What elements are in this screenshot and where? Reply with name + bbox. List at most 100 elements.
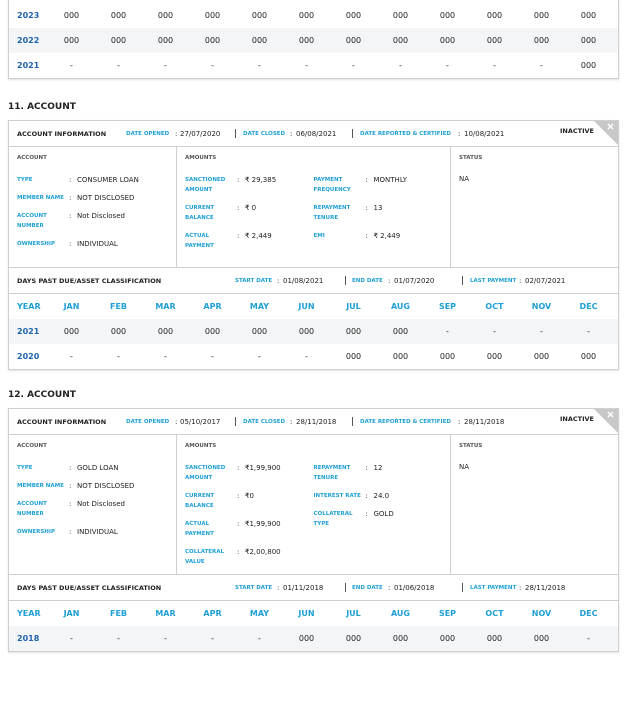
separator — [352, 417, 353, 426]
dpd-cell: 000 — [204, 11, 221, 20]
month: JUL — [346, 609, 361, 618]
dpd-cell: 000 — [251, 327, 268, 336]
amounts-left: SANCTIONED AMOUNT ₹ 29,385 CURRENT BALANCE… — [185, 175, 314, 259]
label: DATE OPENED — [126, 131, 170, 137]
dpd-cell: 000 — [298, 327, 315, 336]
label: START DATE — [235, 278, 273, 284]
dpd-cell: 000 — [345, 352, 362, 361]
colon — [69, 463, 77, 473]
account-heading: 11. ACCOUNT — [8, 102, 76, 112]
colon — [237, 491, 245, 501]
info-title: ACCOUNT INFORMATION — [17, 130, 107, 138]
colon — [69, 211, 77, 221]
colon — [366, 463, 374, 473]
field: COLLATERAL VALUE ₹2,00,800 — [185, 547, 314, 567]
dpd-cell: - — [540, 61, 543, 70]
year: 2020 — [17, 352, 40, 361]
month: AUG — [390, 302, 410, 311]
amounts-left: SANCTIONED AMOUNT ₹1,99,900 CURRENT BALANC… — [185, 463, 314, 575]
month: JAN — [63, 302, 80, 311]
month: SEP — [438, 302, 457, 311]
dpd-cell: 000 — [533, 11, 550, 20]
account-heading: 12. ACCOUNT — [8, 390, 76, 400]
dpd-cell: 000 — [392, 634, 409, 643]
field-label: COLLATERAL VALUE — [185, 549, 225, 565]
status-column: STATUS NA — [451, 147, 618, 267]
field-label: ACTUAL PAYMENT — [185, 521, 214, 537]
year-header: YEAR — [17, 302, 41, 311]
dpd-cell: - — [164, 61, 167, 70]
field-label: CURRENT BALANCE — [185, 205, 215, 221]
field: SANCTIONED AMOUNT ₹ 29,385 — [185, 175, 314, 195]
info-header: ACCOUNT INFORMATION DATE OPENED 05/10/2017… — [9, 409, 618, 435]
month: JUN — [298, 609, 315, 618]
dpd-cell: 000 — [298, 36, 315, 45]
dpd-cell: - — [117, 634, 120, 643]
status-value: NA — [459, 463, 470, 471]
month: DEC — [579, 609, 598, 618]
dpd-cell: - — [446, 61, 449, 70]
column-title: ACCOUNT — [17, 155, 47, 161]
dpd-cell: - — [540, 327, 543, 336]
colon — [237, 519, 245, 529]
month: OCT — [485, 302, 504, 311]
close-corner[interactable] — [594, 121, 618, 145]
field-value: INDIVIDUAL — [77, 528, 118, 536]
dpd-header: DAYS PAST DUE/ASSET CLASSIFICATION START … — [9, 268, 618, 294]
field: ACTUAL PAYMENT ₹ 2,449 — [185, 231, 314, 251]
account-column: ACCOUNT TYPE CONSUMER LOAN MEMBER NAME NOT D… — [9, 147, 177, 267]
field-label: ACCOUNT NUMBER — [17, 213, 47, 229]
field-value: ₹2,00,800 — [245, 548, 281, 556]
separator — [352, 129, 353, 138]
value: 02/07/2021 — [525, 277, 566, 285]
dpd-cell: - — [70, 352, 73, 361]
field: MEMBER NAME NOT DISCLOSED — [17, 481, 168, 491]
label: DATE REPORTED & CERTIFIED — [360, 419, 451, 425]
dpd-cell: 000 — [486, 634, 503, 643]
colon — [237, 231, 245, 241]
status-value: NA — [459, 175, 470, 183]
label: LAST PAYMENT — [470, 278, 517, 284]
field: REPAYMENT TENURE 12 — [314, 463, 443, 483]
amounts-right: PAYMENT FREQUENCY MONTHLY REPAYMENT TENURE… — [314, 175, 443, 259]
month: JAN — [63, 609, 80, 618]
field-value: ₹1,99,900 — [245, 520, 281, 528]
field-label: OWNERSHIP — [17, 529, 55, 535]
close-corner[interactable] — [594, 409, 618, 433]
dpd-cell: 000 — [580, 11, 597, 20]
value: 05/10/2017 — [180, 418, 221, 426]
dpd-cell: 000 — [345, 11, 362, 20]
column-title: AMOUNTS — [185, 443, 217, 449]
dpd-cell: 000 — [392, 327, 409, 336]
dpd-cell: 000 — [110, 11, 127, 20]
field-label: EMI — [313, 233, 325, 239]
dpd-cell: 000 — [63, 11, 80, 20]
label: DATE OPENED — [126, 419, 170, 425]
field-label: MEMBER NAME — [17, 483, 64, 489]
label: DATE CLOSED — [243, 131, 286, 137]
dpd-cell: - — [352, 61, 355, 70]
field: OWNERSHIP INDIVIDUAL — [17, 527, 168, 537]
field: MEMBER NAME NOT DISCLOSED — [17, 193, 168, 203]
dpd-cell: 000 — [392, 11, 409, 20]
dpd-cell: 000 — [439, 634, 456, 643]
month: DEC — [579, 302, 598, 311]
field: CURRENT BALANCE ₹ 0 — [185, 203, 314, 223]
dpd-cell: - — [587, 634, 590, 643]
month: MAY — [249, 302, 270, 311]
dpd-row: 2021 - - - - - - - - - - - 000 — [9, 53, 618, 78]
field-label: MEMBER NAME — [17, 195, 64, 201]
field: CURRENT BALANCE ₹0 — [185, 491, 314, 511]
month: AUG — [390, 609, 410, 618]
amounts-column: AMOUNTS SANCTIONED AMOUNT ₹ 29,385 CURRENT … — [177, 147, 451, 267]
field-label: SANCTIONED AMOUNT — [185, 177, 226, 193]
colon — [237, 175, 245, 185]
account-column: ACCOUNT TYPE GOLD LOAN MEMBER NAME NOT DISCL… — [9, 435, 177, 574]
field: ACCOUNT NUMBER Not Disclosed — [17, 499, 168, 519]
dpd-row: 2023 000 000 000 000 000 000 000 000 000 000 000 000 — [9, 3, 618, 28]
amounts-column: AMOUNTS SANCTIONED AMOUNT ₹1,99,900 CURRENT… — [177, 435, 451, 574]
label: DATE REPORTED & CERTIFIED — [360, 131, 451, 137]
label: DATE CLOSED — [243, 419, 286, 425]
field-value: GOLD — [373, 510, 394, 518]
